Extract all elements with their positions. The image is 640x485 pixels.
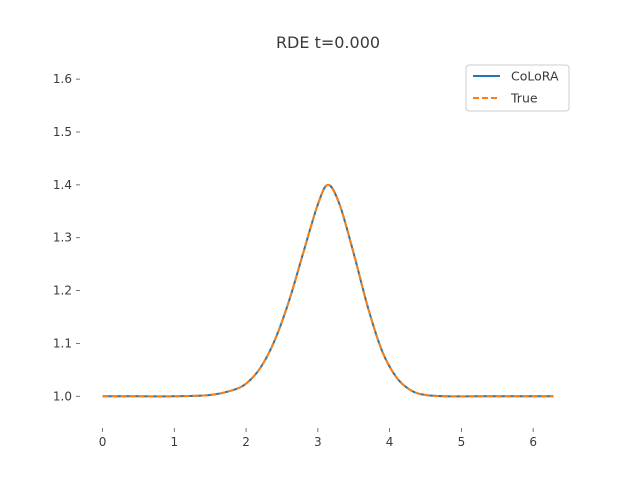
legend: CoLoRA True xyxy=(465,64,570,112)
x-tick-label: 5 xyxy=(458,435,466,449)
x-axis: 0 1 2 3 4 5 6 xyxy=(99,428,537,449)
series-line-true xyxy=(102,183,554,398)
x-tick-label: 2 xyxy=(242,435,250,449)
legend-label-true: True xyxy=(510,91,538,106)
x-tick-label: 0 xyxy=(99,435,107,449)
x-tick-label: 1 xyxy=(170,435,178,449)
y-tick-label: 1.0 xyxy=(53,389,72,403)
x-tick-label: 4 xyxy=(386,435,394,449)
plot-lines xyxy=(102,183,554,398)
legend-label-colora: CoLoRA xyxy=(511,69,559,84)
y-tick-label: 1.5 xyxy=(53,125,72,139)
x-tick-label: 6 xyxy=(529,435,537,449)
y-axis: 1.0 1.1 1.2 1.3 1.4 1.5 1.6 xyxy=(53,72,80,403)
y-tick-label: 1.6 xyxy=(53,72,72,86)
y-tick-label: 1.2 xyxy=(53,284,72,298)
series-line-colora xyxy=(102,183,554,398)
y-tick-label: 1.3 xyxy=(53,231,72,245)
x-tick-label: 3 xyxy=(314,435,322,449)
y-tick-label: 1.4 xyxy=(53,178,72,192)
chart-title: RDE t=0.000 xyxy=(276,33,380,52)
y-tick-label: 1.1 xyxy=(53,336,72,350)
